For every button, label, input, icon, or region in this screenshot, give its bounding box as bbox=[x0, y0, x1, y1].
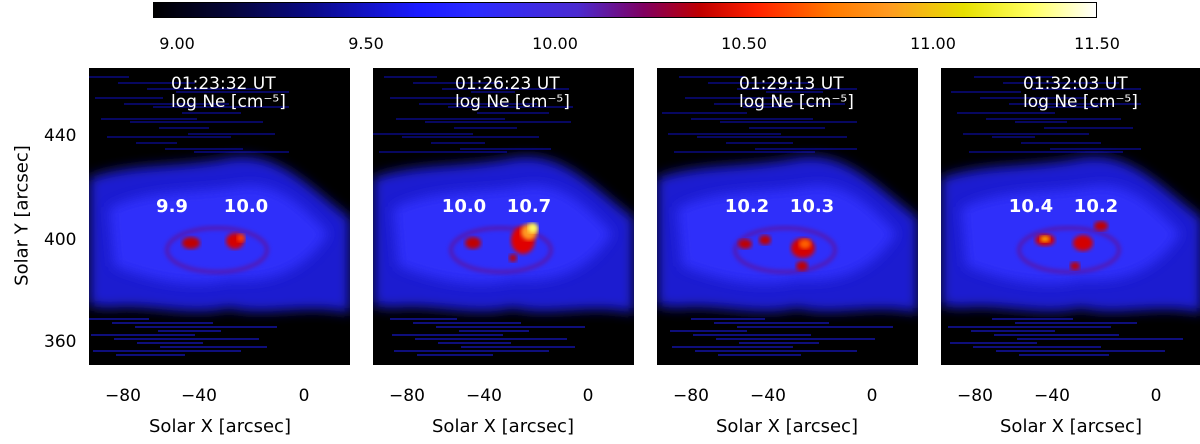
density-map-image bbox=[373, 68, 634, 365]
colorbar bbox=[153, 2, 1097, 18]
x-tick-label: 0 bbox=[298, 386, 310, 406]
quantity-label: log Ne [cm⁻⁵] bbox=[1023, 92, 1138, 112]
map-panel-4: 01:32:03 UT log Ne [cm⁻⁵] 10.4 10.2 bbox=[941, 68, 1200, 365]
x-tick-label: −40 bbox=[1034, 386, 1070, 406]
x-tick-label: 0 bbox=[1150, 386, 1162, 406]
x-axis-label: Solar X [arcsec] bbox=[432, 416, 574, 437]
map-panel-1: 01:23:32 UT log Ne [cm⁻⁵] 9.9 10.0 bbox=[89, 68, 350, 365]
value-label-left: 10.2 bbox=[724, 196, 770, 217]
x-axis-label: Solar X [arcsec] bbox=[149, 416, 291, 437]
value-label-right: 10.7 bbox=[506, 196, 552, 217]
quantity-label: log Ne [cm⁻⁵] bbox=[455, 92, 570, 112]
colorbar-tick-label: 11.50 bbox=[1074, 34, 1120, 53]
colorbar-tick-label: 10.00 bbox=[532, 34, 578, 53]
value-label-left: 9.9 bbox=[156, 196, 188, 217]
y-tick-label: 360 bbox=[44, 332, 77, 352]
x-tick-label: −40 bbox=[750, 386, 786, 406]
density-map-image bbox=[657, 68, 918, 365]
value-label-left: 10.0 bbox=[441, 196, 487, 217]
quantity-label: log Ne [cm⁻⁵] bbox=[739, 92, 854, 112]
x-tick-label: −80 bbox=[105, 386, 141, 406]
x-tick-label: 0 bbox=[582, 386, 594, 406]
timestamp-label: 01:23:32 UT bbox=[171, 74, 276, 94]
x-tick-label: −40 bbox=[466, 386, 502, 406]
map-panel-3: 01:29:13 UT log Ne [cm⁻⁵] 10.2 10.3 bbox=[657, 68, 918, 365]
value-label-right: 10.0 bbox=[223, 196, 269, 217]
x-tick-label: −40 bbox=[181, 386, 217, 406]
timestamp-label: 01:32:03 UT bbox=[1023, 74, 1128, 94]
colorbar-tick-label: 10.50 bbox=[721, 34, 767, 53]
x-tick-label: −80 bbox=[389, 386, 425, 406]
x-tick-label: −80 bbox=[673, 386, 709, 406]
y-axis-label: Solar Y [arcsec] bbox=[11, 145, 33, 286]
timestamp-label: 01:29:13 UT bbox=[739, 74, 844, 94]
value-label-left: 10.4 bbox=[1008, 196, 1054, 217]
map-panel-2: 01:26:23 UT log Ne [cm⁻⁵] 10.0 10.7 bbox=[373, 68, 634, 365]
x-axis-label: Solar X [arcsec] bbox=[716, 416, 858, 437]
colorbar-tick-label: 9.50 bbox=[348, 34, 384, 53]
density-map-image bbox=[89, 68, 350, 365]
value-label-right: 10.2 bbox=[1073, 196, 1119, 217]
y-tick-label: 400 bbox=[44, 230, 77, 250]
y-tick-label: 440 bbox=[44, 126, 77, 146]
timestamp-label: 01:26:23 UT bbox=[455, 74, 560, 94]
colorbar-tick-label: 11.00 bbox=[910, 34, 956, 53]
x-tick-label: −80 bbox=[957, 386, 993, 406]
x-tick-label: 0 bbox=[866, 386, 878, 406]
colorbar-tick-label: 9.00 bbox=[159, 34, 195, 53]
value-label-right: 10.3 bbox=[789, 196, 835, 217]
density-map-image bbox=[941, 68, 1200, 365]
quantity-label: log Ne [cm⁻⁵] bbox=[171, 92, 286, 112]
x-axis-label: Solar X [arcsec] bbox=[1000, 416, 1142, 437]
